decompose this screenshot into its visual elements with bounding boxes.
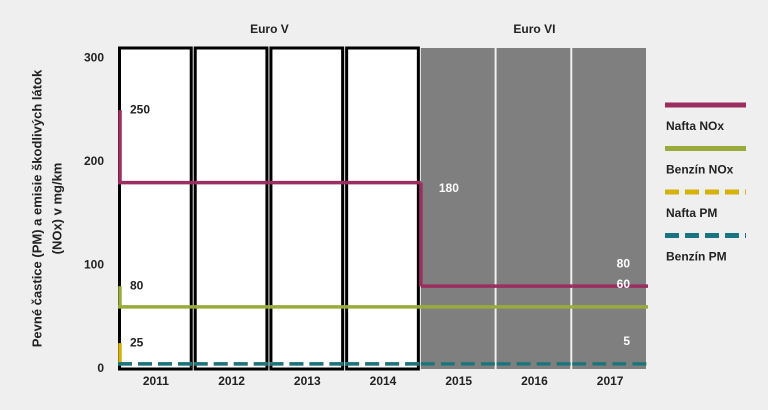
period-box bbox=[269, 46, 345, 371]
y-tick-label: 100 bbox=[84, 258, 104, 272]
period-box bbox=[420, 48, 495, 369]
legend-label: Nafta PM bbox=[666, 206, 717, 220]
period-box bbox=[572, 48, 646, 369]
x-tick-label: 2011 bbox=[143, 374, 169, 388]
y-tick-label: 200 bbox=[84, 154, 104, 168]
y-axis-label: (NOx) v mg/km bbox=[49, 163, 64, 255]
legend-label: Nafta NOx bbox=[666, 119, 724, 133]
y-tick-label: 0 bbox=[97, 361, 104, 375]
x-tick-label: 2016 bbox=[521, 374, 548, 388]
y-tick-label: 300 bbox=[84, 51, 104, 65]
x-tick-label: 2014 bbox=[370, 374, 397, 388]
data-label: 180 bbox=[439, 181, 459, 195]
data-label: 80 bbox=[617, 256, 631, 270]
x-tick-label: 2013 bbox=[294, 374, 321, 388]
period-box bbox=[118, 46, 193, 371]
group-label: Euro VI bbox=[513, 22, 555, 36]
period-box bbox=[193, 46, 269, 371]
y-axis-label: Pevné častice (PM) a emisie škodlivých l… bbox=[29, 69, 44, 347]
x-tick-label: 2017 bbox=[597, 374, 624, 388]
group-label: Euro V bbox=[250, 22, 289, 36]
previous-label: 25 bbox=[130, 335, 144, 349]
legend-label: Benzín PM bbox=[666, 250, 727, 264]
period-box bbox=[496, 48, 571, 369]
data-label: 60 bbox=[617, 277, 631, 291]
x-tick-label: 2015 bbox=[445, 374, 472, 388]
period-box bbox=[345, 46, 420, 371]
previous-label: 80 bbox=[130, 278, 144, 292]
x-tick-label: 2012 bbox=[218, 374, 245, 388]
data-label: 5 bbox=[623, 334, 630, 348]
legend-label: Benzín NOx bbox=[666, 163, 734, 177]
previous-label: 250 bbox=[130, 102, 150, 116]
